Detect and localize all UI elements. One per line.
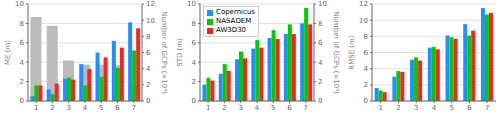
svg-text:7: 7 — [485, 104, 489, 112]
svg-text:8: 8 — [192, 20, 196, 28]
svg-text:ME (m): ME (m) — [8, 40, 12, 65]
html-text:AW3D30: AW3D30 — [216, 26, 247, 34]
svg-text:2: 2 — [396, 104, 400, 112]
svg-text:4: 4 — [192, 59, 197, 67]
svg-text:4: 4 — [146, 65, 151, 73]
svg-text:2: 2 — [146, 81, 150, 89]
svg-text:0: 0 — [318, 97, 322, 105]
svg-text:4: 4 — [255, 104, 260, 112]
svg-text:Number of GCPs (×10⁴): Number of GCPs (×10⁴) — [160, 11, 168, 94]
svg-text:6: 6 — [467, 104, 472, 112]
svg-text:10: 10 — [187, 0, 196, 8]
svg-text:8: 8 — [20, 20, 24, 28]
svg-text:STD (m): STD (m) — [176, 38, 184, 67]
svg-text:6: 6 — [192, 39, 197, 47]
svg-text:2: 2 — [50, 104, 54, 112]
svg-text:4: 4 — [20, 59, 25, 67]
svg-text:4: 4 — [364, 65, 369, 73]
svg-text:10: 10 — [359, 17, 368, 25]
svg-text:12: 12 — [146, 0, 155, 8]
html-text:Copernicus: Copernicus — [216, 8, 255, 16]
svg-text:0: 0 — [20, 97, 24, 105]
svg-text:Number of GCPs (×10⁴): Number of GCPs (×10⁴) — [332, 11, 340, 94]
svg-text:1: 1 — [206, 104, 210, 112]
svg-text:8: 8 — [364, 33, 368, 41]
svg-text:1: 1 — [379, 104, 383, 112]
svg-text:5: 5 — [99, 104, 103, 112]
html-text:NASADEM: NASADEM — [216, 17, 252, 25]
svg-text:3: 3 — [414, 104, 418, 112]
svg-text:1: 1 — [34, 104, 38, 112]
svg-text:10: 10 — [318, 0, 327, 8]
svg-text:2: 2 — [364, 81, 368, 89]
svg-text:7: 7 — [132, 104, 136, 112]
svg-text:0: 0 — [364, 97, 368, 105]
svg-text:0: 0 — [146, 97, 150, 105]
svg-text:6: 6 — [287, 104, 292, 112]
svg-text:5: 5 — [449, 104, 453, 112]
svg-text:2: 2 — [222, 104, 226, 112]
svg-text:10: 10 — [146, 17, 155, 25]
svg-text:4: 4 — [318, 59, 323, 67]
svg-text:2: 2 — [20, 78, 24, 86]
svg-text:8: 8 — [146, 33, 150, 41]
svg-text:6: 6 — [20, 39, 25, 47]
svg-text:12: 12 — [359, 0, 368, 8]
svg-text:3: 3 — [66, 104, 70, 112]
svg-text:6: 6 — [364, 49, 369, 57]
svg-text:2: 2 — [192, 78, 196, 86]
svg-text:4: 4 — [83, 104, 88, 112]
svg-text:0: 0 — [192, 97, 196, 105]
svg-text:5: 5 — [271, 104, 275, 112]
svg-text:8: 8 — [318, 20, 322, 28]
svg-text:2: 2 — [318, 78, 322, 86]
svg-text:RMSE (m): RMSE (m) — [348, 35, 356, 70]
svg-text:10: 10 — [15, 0, 24, 8]
svg-text:6: 6 — [115, 104, 120, 112]
svg-text:7: 7 — [304, 104, 308, 112]
svg-text:4: 4 — [432, 104, 437, 112]
svg-text:6: 6 — [318, 39, 323, 47]
svg-text:3: 3 — [238, 104, 242, 112]
svg-text:6: 6 — [146, 49, 151, 57]
